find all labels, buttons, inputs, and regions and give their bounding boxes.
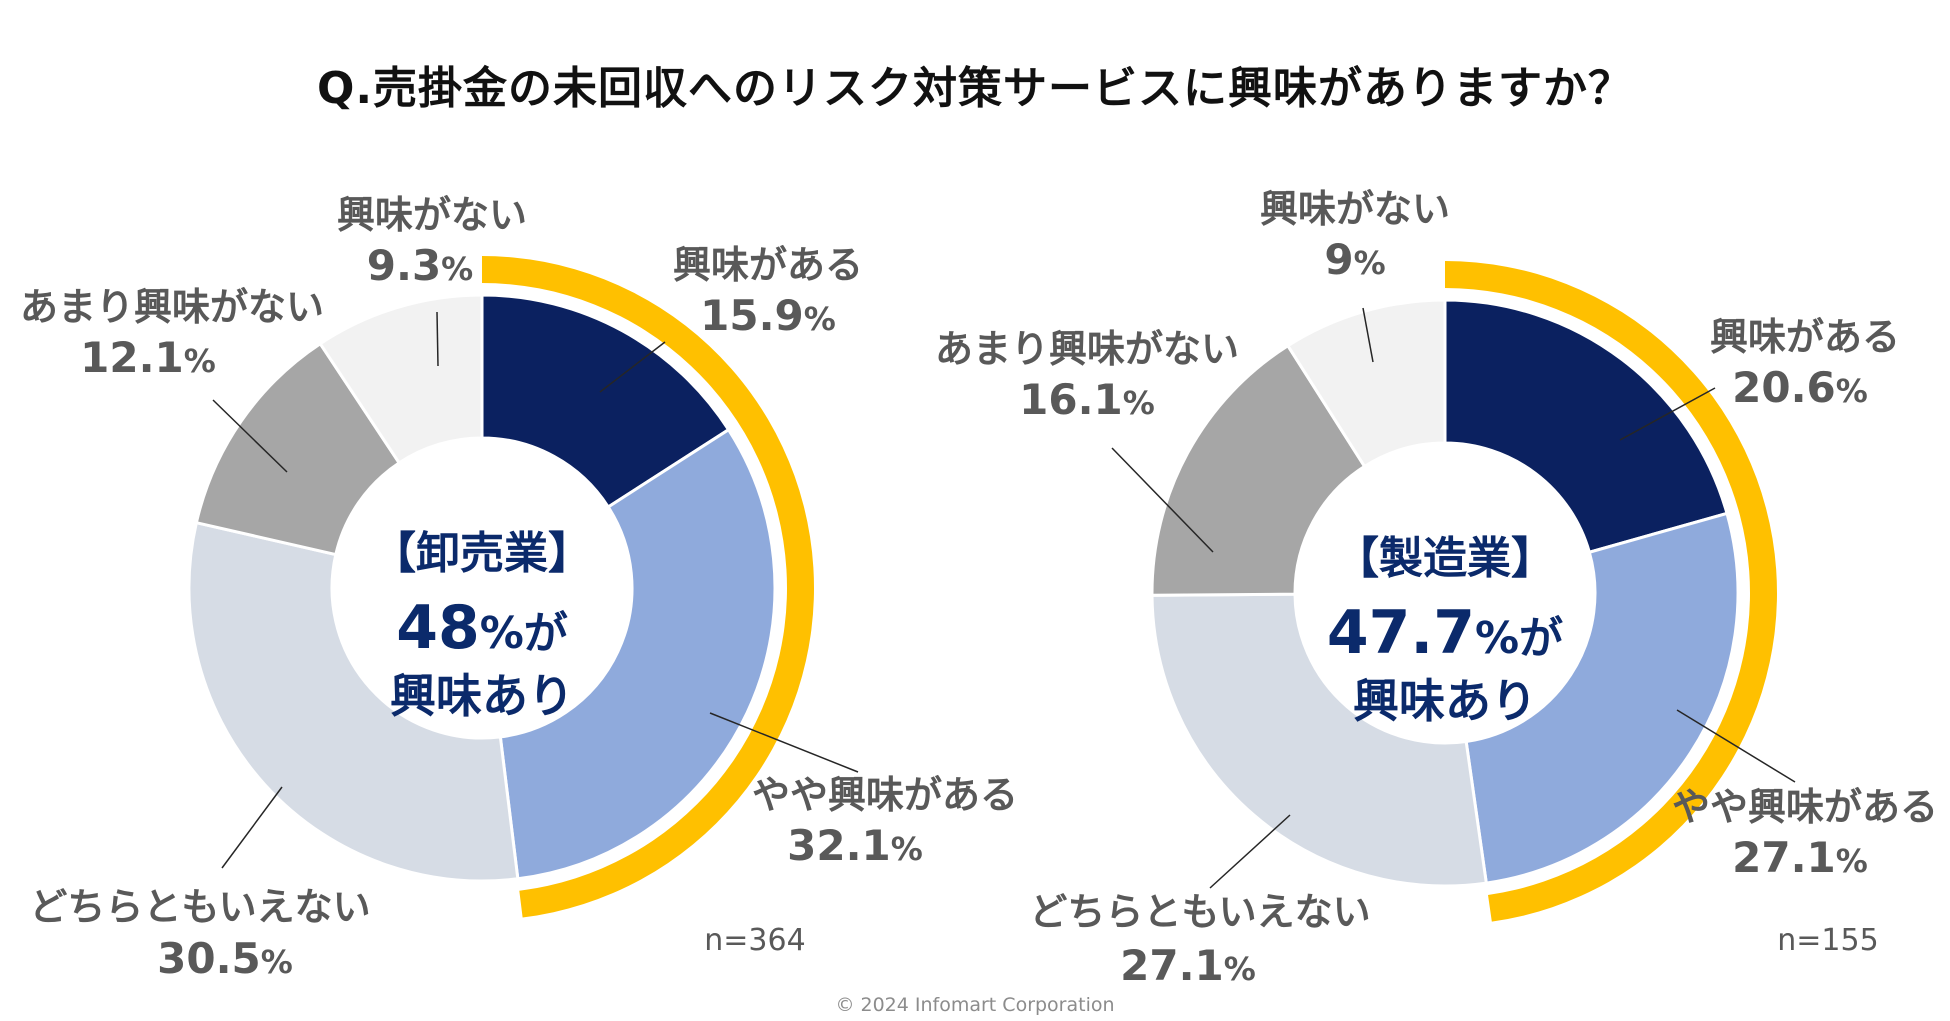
sample-size: n=364	[704, 923, 805, 958]
leader-line	[1111, 447, 1214, 553]
center-value: 47.7%が	[1327, 598, 1563, 668]
sample-size: n=155	[1777, 923, 1878, 958]
slice-4	[1150, 343, 1367, 597]
slice-5	[1285, 298, 1447, 469]
chart-title: Q.売掛金の未回収へのリスク対策サービスに興味がありますか？	[316, 63, 1634, 114]
leader-line	[709, 712, 859, 773]
slice-value: 12.1%	[80, 333, 216, 382]
slice-value: 16.1%	[1019, 375, 1155, 424]
slice-value: 32.1%	[787, 821, 923, 870]
slice-2	[1464, 511, 1740, 885]
slice-value: 30.5%	[157, 934, 293, 983]
leader-line	[1362, 307, 1374, 363]
leader-line	[436, 311, 439, 367]
leader-line	[221, 786, 283, 869]
slice-5	[318, 293, 484, 466]
slice-label: 興味がある	[1710, 315, 1900, 359]
leader-line	[1676, 709, 1796, 783]
slice-label: 興味がない	[337, 193, 527, 237]
leader-line	[1619, 387, 1716, 441]
slice-label: どちらともいえない	[1029, 890, 1370, 934]
center-value: 48%が	[396, 593, 568, 663]
slice-label: 興味がある	[673, 243, 863, 287]
leader-line	[599, 341, 666, 393]
slice-1	[480, 293, 731, 510]
slice-label: やや興味がある	[1672, 785, 1938, 829]
slice-2	[498, 427, 777, 881]
donut-chart-2: 興味がある20.6%やや興味がある27.1%どちらともいえない27.1%あまり興…	[935, 187, 1938, 990]
slice-value: 27.1%	[1732, 833, 1868, 882]
slice-value: 9.3%	[367, 241, 473, 290]
leader-line	[1209, 814, 1291, 889]
center-category: 【卸売業】	[372, 528, 592, 579]
slice-1	[1443, 298, 1729, 555]
slice-label: どちらともいえない	[29, 885, 370, 929]
center-subtitle: 興味あり	[390, 669, 574, 723]
slice-label: やや興味がある	[752, 773, 1018, 817]
slice-value: 15.9%	[700, 291, 836, 340]
slice-value: 9%	[1324, 235, 1385, 284]
slice-3	[1150, 592, 1489, 888]
slice-label: 興味がない	[1260, 187, 1450, 231]
slice-value: 20.6%	[1732, 363, 1868, 412]
slice-label: あまり興味がない	[20, 285, 324, 329]
center-subtitle: 興味あり	[1353, 674, 1537, 728]
slice-3	[187, 520, 520, 883]
center-category: 【製造業】	[1335, 533, 1555, 584]
copyright-notice: © 2024 Infomart Corporation	[835, 994, 1115, 1016]
leader-line	[212, 399, 288, 473]
slice-label: あまり興味がない	[935, 327, 1239, 371]
slice-value: 27.1%	[1120, 941, 1256, 990]
